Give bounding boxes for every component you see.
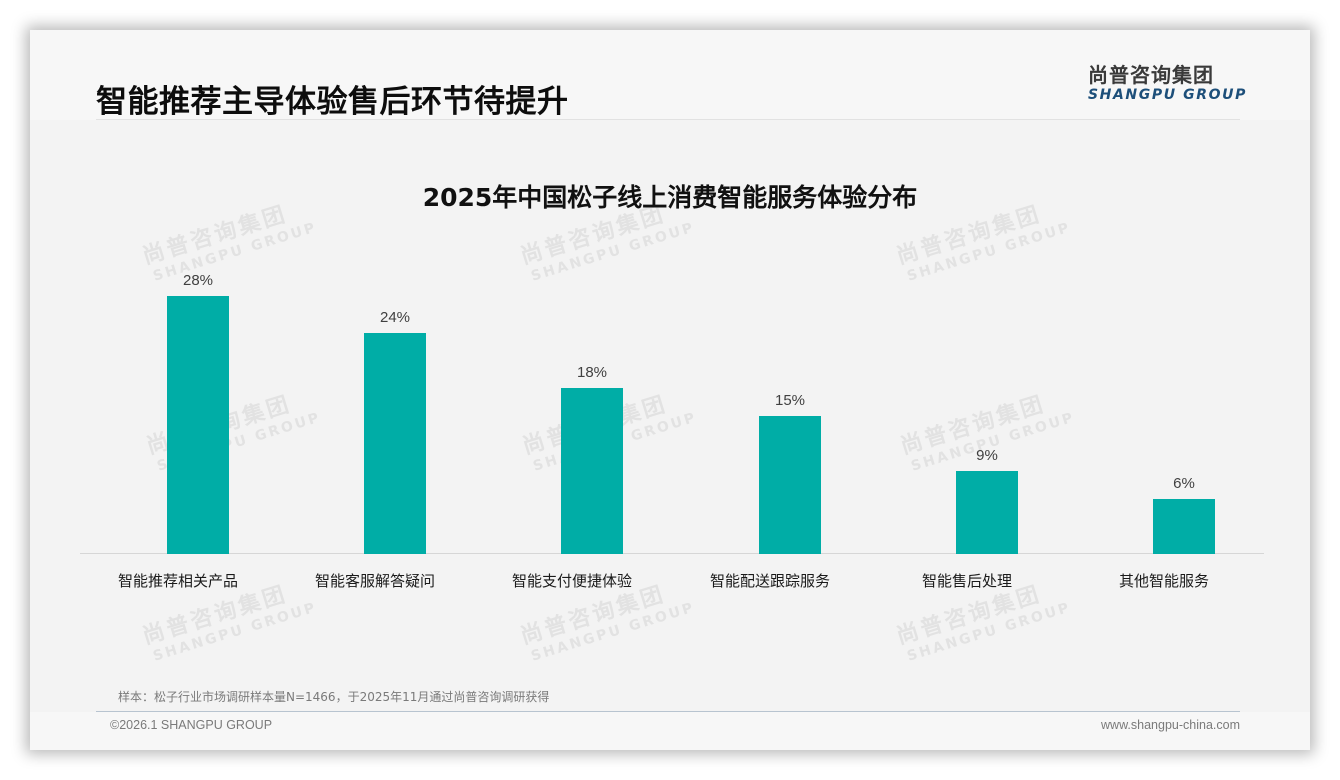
category-label: 智能支付便捷体验	[511, 572, 632, 590]
bar	[759, 416, 821, 554]
bar-group: 24%	[335, 230, 455, 554]
category-label: 智能售后处理	[921, 572, 1012, 590]
category-label: 其他智能服务	[1118, 572, 1209, 590]
footer-band	[30, 712, 1310, 750]
logo-english-text: SHANGPU GROUP	[1088, 87, 1247, 103]
bar-group: 6%	[1124, 230, 1244, 554]
bar-value-label: 28%	[182, 272, 214, 289]
bar-chart: 28% 24% 18% 15% 9% 6%	[80, 230, 1264, 555]
footer-divider	[96, 711, 1240, 712]
header-band	[30, 30, 1310, 120]
bar	[1153, 499, 1215, 554]
chart-title: 2025年中国松子线上消费智能服务体验分布	[422, 183, 918, 212]
copyright-text: ©2026.1 SHANGPU GROUP	[110, 718, 273, 732]
logo-chinese-text: 尚普咨询集团	[1088, 63, 1214, 87]
website-link[interactable]: www.shangpu-china.com	[1101, 718, 1240, 732]
category-label: 智能配送跟踪服务	[709, 572, 830, 590]
bar-group: 9%	[927, 230, 1047, 554]
bar-value-label: 24%	[379, 309, 411, 326]
category-label: 智能客服解答疑问	[314, 572, 435, 590]
sample-footnote: 样本：松子行业市场调研样本量N=1466，于2025年11月通过尚普咨询调研获得	[118, 690, 550, 704]
company-logo: 尚普咨询集团 SHANGPU GROUP	[1088, 63, 1247, 103]
bar	[561, 388, 623, 554]
bar-group: 28%	[138, 230, 258, 554]
bar-group: 15%	[730, 230, 850, 554]
bar	[167, 296, 229, 554]
bar	[364, 333, 426, 554]
bar-value-label: 15%	[774, 392, 806, 409]
bar	[956, 471, 1018, 554]
bar-group: 18%	[532, 230, 652, 554]
page-title: 智能推荐主导体验售后环节待提升	[96, 84, 569, 120]
slide: 智能推荐主导体验售后环节待提升 尚普咨询集团 SHANGPU GROUP 尚普咨…	[30, 30, 1310, 750]
bar-value-label: 9%	[976, 447, 998, 464]
bar-value-label: 18%	[576, 364, 608, 381]
category-label: 智能推荐相关产品	[117, 572, 238, 590]
header-divider	[96, 119, 1240, 120]
x-axis-line	[80, 553, 1264, 554]
bar-value-label: 6%	[1173, 475, 1195, 492]
